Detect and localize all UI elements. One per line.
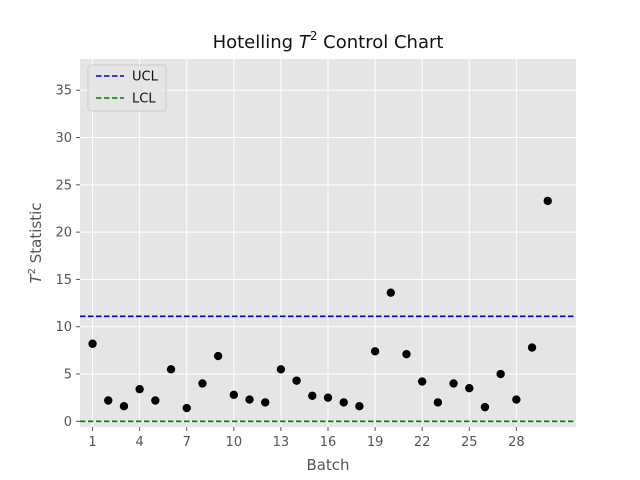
data-point-10 — [229, 390, 239, 400]
data-point-19 — [370, 347, 380, 356]
data-point-24 — [449, 379, 458, 388]
legend-ucl-label: UCL — [132, 70, 159, 85]
data-point-18 — [355, 401, 364, 411]
x-tick-label-7: 22 — [414, 435, 431, 450]
data-points — [88, 196, 552, 413]
data-point-12 — [261, 398, 270, 407]
x-tick-label-8: 25 — [461, 435, 478, 450]
y-tick-label-2: 10 — [55, 320, 72, 335]
x-tick-label-6: 19 — [367, 435, 384, 450]
data-point-15 — [308, 391, 317, 400]
y-axis-label-suffix: Statistic — [27, 202, 45, 268]
x-axis-label: Batch — [306, 456, 349, 474]
data-point-14 — [292, 376, 301, 385]
x-tick-label-9: 28 — [508, 435, 525, 450]
data-point-13 — [276, 365, 286, 374]
data-point-2 — [104, 396, 113, 405]
y-axis-label-superscript: 2 — [27, 268, 38, 274]
x-tick-label-3: 10 — [226, 435, 243, 450]
title-suffix: Control Chart — [317, 32, 443, 53]
y-axis-ticks: 0 5 10 15 20 25 30 35 — [55, 84, 80, 430]
data-point-16 — [323, 393, 333, 402]
control-limit-lines — [80, 315, 576, 423]
data-point-23 — [433, 398, 443, 407]
y-tick-label-3: 15 — [55, 273, 72, 288]
data-point-4 — [135, 384, 144, 394]
y-tick-label-7: 35 — [55, 84, 72, 99]
legend: UCL LCL — [87, 64, 167, 112]
data-point-11 — [245, 395, 254, 404]
title-prefix: Hotelling — [213, 32, 299, 53]
data-point-21 — [402, 349, 411, 359]
data-point-17 — [339, 398, 348, 407]
data-point-22 — [417, 377, 427, 386]
y-tick-label-4: 20 — [55, 226, 72, 241]
legend-lcl-label: LCL — [132, 92, 156, 107]
x-tick-label-4: 13 — [273, 435, 290, 450]
y-axis-label-variable: T — [27, 273, 45, 284]
data-point-5 — [151, 396, 160, 405]
data-point-25 — [465, 384, 474, 393]
title-superscript: 2 — [310, 29, 318, 43]
y-tick-label-5: 25 — [55, 178, 72, 193]
y-tick-label-0: 0 — [64, 415, 72, 430]
y-tick-label-1: 5 — [64, 368, 72, 383]
data-point-8 — [198, 379, 207, 388]
chart-title: Hotelling T2 Control Chart — [213, 29, 444, 53]
data-point-20 — [386, 288, 395, 297]
x-tick-label-5: 16 — [320, 435, 337, 450]
y-axis-label: T2 Statistic — [27, 202, 45, 283]
data-point-9 — [213, 351, 223, 361]
data-point-26 — [480, 402, 490, 412]
data-point-7 — [182, 403, 191, 413]
title-variable: T — [299, 32, 312, 53]
data-point-29 — [527, 343, 537, 352]
x-tick-label-1: 4 — [136, 435, 144, 450]
data-point-3 — [119, 401, 129, 411]
x-tick-label-2: 7 — [183, 435, 191, 450]
data-point-30 — [543, 196, 552, 206]
x-axis-ticks: 1 4 7 10 13 16 19 22 25 28 — [88, 427, 525, 450]
data-point-1 — [88, 339, 97, 348]
y-tick-label-6: 30 — [55, 131, 72, 146]
data-point-28 — [512, 395, 521, 404]
data-point-6 — [166, 365, 176, 374]
data-point-27 — [496, 369, 505, 379]
x-tick-label-0: 1 — [88, 435, 96, 450]
